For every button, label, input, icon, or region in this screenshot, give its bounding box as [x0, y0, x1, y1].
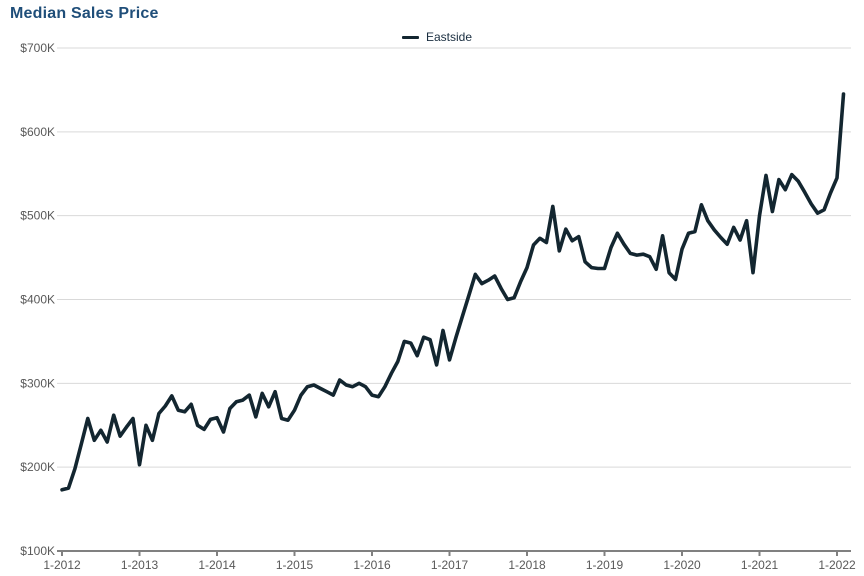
page-title: Median Sales Price: [10, 5, 159, 22]
x-axis-label: 1-2013: [121, 558, 159, 572]
y-axis-label: $400K: [20, 293, 55, 307]
legend: Eastside: [402, 30, 472, 44]
x-axis-label: 1-2012: [43, 558, 81, 572]
x-axis-label: 1-2014: [198, 558, 236, 572]
y-axis-label: $300K: [20, 376, 55, 390]
y-axis-label: $700K: [20, 41, 55, 55]
legend-label: Eastside: [426, 30, 473, 44]
x-axis-label: 1-2021: [741, 558, 779, 572]
x-axis-label: 1-2019: [586, 558, 624, 572]
x-axis-label: 1-2017: [431, 558, 469, 572]
y-axis-label: $200K: [20, 460, 55, 474]
series-line-eastside: [60, 92, 846, 492]
x-axis-label: 1-2015: [276, 558, 314, 572]
y-axis-label: $500K: [20, 209, 55, 223]
x-axis-label: 1-2020: [663, 558, 701, 572]
x-axis-label: 1-2022: [818, 558, 856, 572]
y-axis-label: $600K: [20, 125, 55, 139]
x-axis-label: 1-2018: [508, 558, 546, 572]
legend-line-swatch: [402, 35, 419, 39]
x-axis-label: 1-2016: [353, 558, 391, 572]
y-axis-label: $100K: [20, 544, 55, 558]
